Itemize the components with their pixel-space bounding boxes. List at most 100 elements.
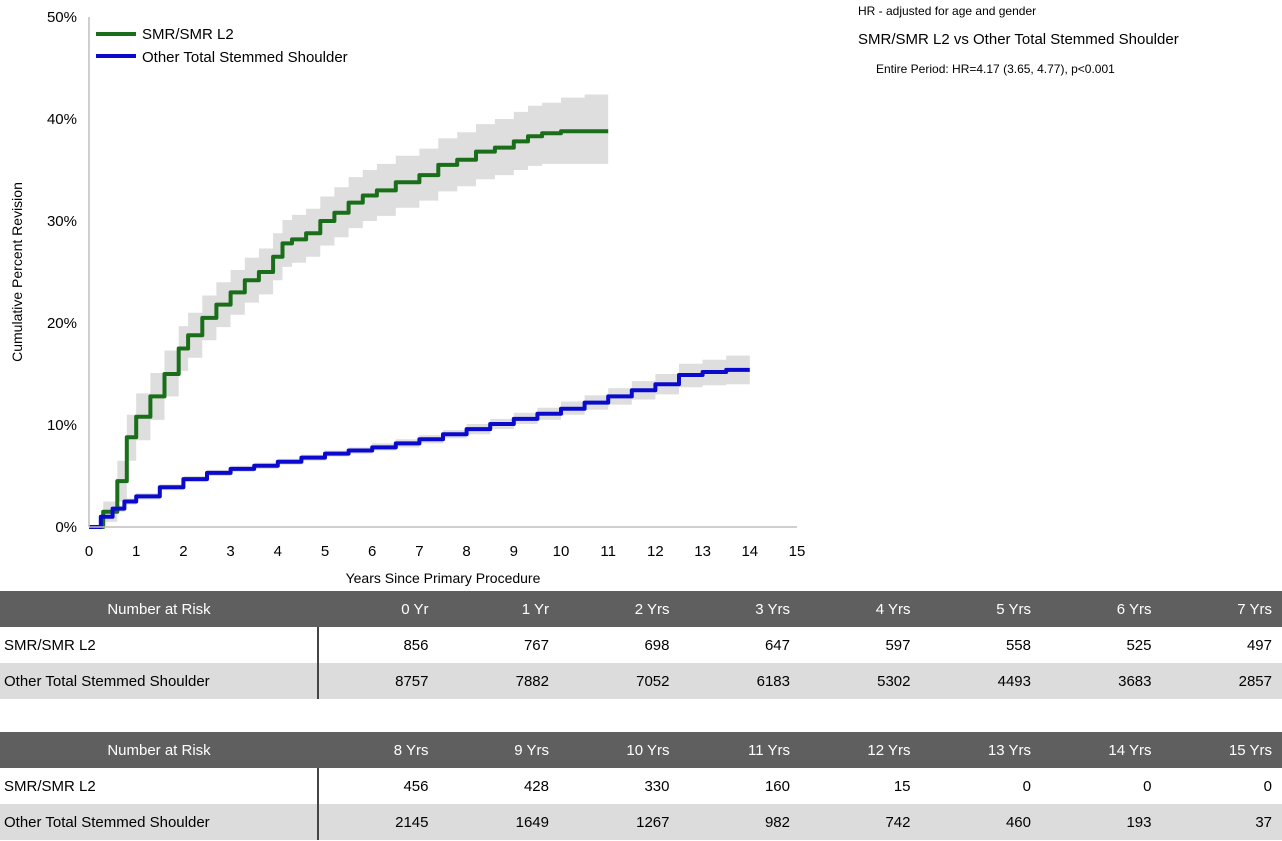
y-tick-label: 10%: [47, 417, 77, 434]
x-tick-label: 1: [132, 543, 140, 560]
axes: [88, 17, 797, 528]
risk-cell: 856: [403, 636, 429, 654]
x-tick-label: 13: [694, 543, 711, 560]
risk-row-name: Other Total Stemmed Shoulder: [0, 804, 319, 840]
risk-cell: 4493: [920, 663, 1041, 699]
x-tick-label: 0: [85, 543, 93, 560]
x-tick-label: 6: [368, 543, 376, 560]
risk-cell: 7882: [438, 663, 559, 699]
y-tick-label: 30%: [47, 213, 77, 230]
risk-cell: 37: [1161, 804, 1282, 840]
risk-cell: 982: [679, 804, 800, 840]
risk-col-header: 10 Yrs: [559, 732, 680, 768]
risk-cell: 7052: [559, 663, 680, 699]
risk-col-header: 7 Yrs: [1161, 591, 1282, 627]
risk-cell: 597: [885, 636, 911, 654]
ci-band-series-0: [89, 94, 609, 527]
risk-cell: 330: [644, 777, 670, 795]
risk-col-header: 13 Yrs: [920, 732, 1041, 768]
risk-cell: 698: [644, 636, 670, 654]
risk-col-header: 6 Yrs: [1041, 591, 1162, 627]
risk-header-label: Number at Risk: [0, 732, 318, 768]
x-tick-labels: 0 1 2 3 4 5 6 7 8 9 10 11 12 13 14 15: [85, 543, 806, 560]
risk-cell: 767: [523, 636, 549, 654]
y-tick-label: 20%: [47, 315, 77, 332]
risk-table-8-15: Number at Risk 8 Yrs 9 Yrs 10 Yrs 11 Yrs…: [0, 732, 1282, 840]
y-tick-label: 50%: [47, 9, 77, 26]
confidence-bands: [89, 94, 750, 527]
x-tick-label: 8: [462, 543, 470, 560]
risk-table-header: Number at Risk 8 Yrs 9 Yrs 10 Yrs 11 Yrs…: [0, 732, 1282, 768]
y-tick-label: 40%: [47, 111, 77, 128]
risk-cell: 2145: [318, 804, 439, 840]
x-axis-label: Years Since Primary Procedure: [346, 570, 541, 586]
x-tick-label: 3: [226, 543, 234, 560]
risk-cell: 558: [1005, 636, 1031, 654]
risk-row-name: Other Total Stemmed Shoulder: [0, 663, 319, 699]
risk-cell: 8757: [318, 663, 439, 699]
x-tick-label: 9: [510, 543, 518, 560]
y-axis-label: Cumulative Percent Revision: [9, 182, 25, 362]
x-tick-label: 11: [600, 543, 616, 560]
risk-col-header: 4 Yrs: [800, 591, 921, 627]
risk-col-header: 8 Yrs: [318, 732, 439, 768]
risk-cell: 160: [764, 777, 790, 795]
risk-table-header: Number at Risk 0 Yr 1 Yr 2 Yrs 3 Yrs 4 Y…: [0, 591, 1282, 627]
hr-entire-period: Entire Period: HR=4.17 (3.65, 4.77), p<0…: [876, 62, 1115, 76]
legend: SMR/SMR L2 Other Total Stemmed Shoulder: [96, 26, 348, 66]
risk-col-header: 9 Yrs: [438, 732, 559, 768]
risk-row-smr: SMR/SMR L2 856 767 698 647 597 558 525 4…: [0, 627, 1282, 663]
risk-row-smr: SMR/SMR L2 456 428 330 160 15 0 0 0: [0, 768, 1282, 804]
x-tick-label: 12: [647, 543, 664, 560]
risk-table-0-7: Number at Risk 0 Yr 1 Yr 2 Yrs 3 Yrs 4 Y…: [0, 591, 1282, 699]
risk-cell: 0: [1022, 777, 1031, 795]
risk-col-header: 0 Yr: [318, 591, 439, 627]
risk-col-header: 12 Yrs: [800, 732, 921, 768]
risk-col-header: 1 Yr: [438, 591, 559, 627]
risk-cell: 15: [893, 777, 911, 795]
risk-cell: 460: [920, 804, 1041, 840]
risk-col-header: 14 Yrs: [1041, 732, 1162, 768]
risk-cell: 1649: [438, 804, 559, 840]
risk-cell: 525: [1126, 636, 1152, 654]
survival-chart: 0%10%20%30%40%50% 0 1 2 3 4 5 6 7 8 9 10 11 12 13 14 15…: [9, 9, 806, 586]
risk-cell: 647: [764, 636, 790, 654]
risk-cell: 0: [1143, 777, 1152, 795]
risk-col-header: 11 Yrs: [679, 732, 800, 768]
risk-row-other: Other Total Stemmed Shoulder 8757 7882 7…: [0, 663, 1282, 699]
risk-row-other: Other Total Stemmed Shoulder 2145 1649 1…: [0, 804, 1282, 840]
risk-col-header: 5 Yrs: [920, 591, 1041, 627]
risk-cell: 497: [1246, 636, 1272, 654]
risk-cell: 456: [403, 777, 429, 795]
x-tick-label: 5: [321, 543, 329, 560]
x-tick-label: 15: [789, 543, 806, 560]
risk-cell: 6183: [679, 663, 800, 699]
y-tick-label: 0%: [55, 519, 77, 536]
risk-header-label: Number at Risk: [0, 591, 318, 627]
hr-comparison-title: SMR/SMR L2 vs Other Total Stemmed Should…: [858, 31, 1179, 48]
risk-cell: 428: [523, 777, 549, 795]
series-lines: [89, 129, 750, 529]
x-tick-label: 2: [179, 543, 187, 560]
risk-cell: 2857: [1161, 663, 1282, 699]
risk-cell: 0: [1263, 777, 1272, 795]
risk-cell: 193: [1041, 804, 1162, 840]
hr-adjustment-note: HR - adjusted for age and gender: [858, 4, 1037, 18]
risk-col-header: 15 Yrs: [1161, 732, 1282, 768]
risk-cell: 742: [800, 804, 921, 840]
x-tick-label: 14: [741, 543, 758, 560]
x-tick-label: 7: [415, 543, 423, 560]
risk-row-name: SMR/SMR L2: [0, 768, 319, 804]
legend-label-other: Other Total Stemmed Shoulder: [142, 49, 348, 66]
risk-col-header: 2 Yrs: [559, 591, 680, 627]
series-line-1: [89, 367, 750, 529]
risk-cell: 3683: [1041, 663, 1162, 699]
x-tick-label: 4: [274, 543, 282, 560]
risk-cell: 1267: [559, 804, 680, 840]
risk-col-header: 3 Yrs: [679, 591, 800, 627]
risk-cell: 5302: [800, 663, 921, 699]
risk-row-name: SMR/SMR L2: [0, 627, 319, 663]
y-tick-labels: 0% 10% 20% 30% 40% 50%: [47, 9, 77, 536]
legend-label-smr: SMR/SMR L2: [142, 26, 234, 43]
x-tick-label: 10: [553, 543, 570, 560]
